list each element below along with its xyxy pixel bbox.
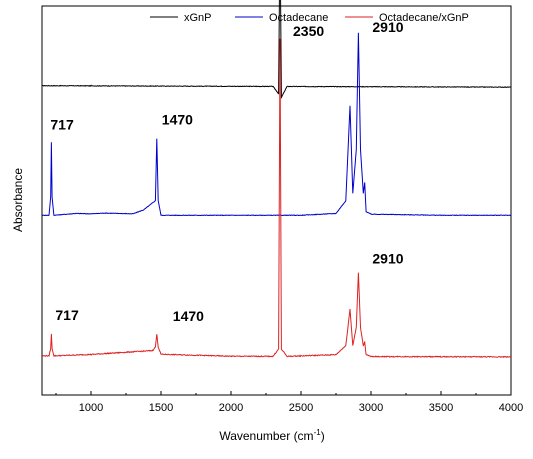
x-axis-ticks: 1000 1500 2000 2500 3000 3500 4000 — [55, 391, 523, 414]
peak-label-1470: 1470 — [162, 112, 193, 128]
series-line-octadecane-xgnp — [41, 38, 512, 359]
series-layer — [41, 0, 512, 359]
x-tick-label: 2500 — [289, 402, 313, 414]
x-tick-label: 2000 — [219, 402, 243, 414]
legend-label: Octadecane — [269, 12, 328, 24]
series-line-xgnp — [41, 0, 512, 100]
y-axis-title: Absorbance — [11, 168, 25, 232]
x-tick-label: 3500 — [429, 402, 453, 414]
x-axis-title: Wavenumber (cm-1) — [219, 428, 324, 443]
x-axis-title-close: ) — [321, 429, 325, 443]
peak-label-717: 717 — [50, 116, 74, 132]
peak-label-2910: 2910 — [372, 19, 403, 35]
peak-label-2350: 2350 — [293, 23, 324, 39]
x-axis-title-main: Wavenumber (cm — [219, 429, 313, 443]
peak-label-1470: 1470 — [173, 308, 204, 324]
x-axis-title-sup: -1 — [314, 428, 322, 437]
legend-label: xGnP — [184, 12, 212, 24]
x-tick-label: 1500 — [149, 402, 173, 414]
peak-label-717: 717 — [55, 307, 79, 323]
peak-annotations: 235071714702910235071714702910 — [50, 19, 403, 324]
peak-label-2910: 2910 — [372, 251, 403, 267]
series-line-octadecane — [41, 32, 512, 217]
x-tick-label: 3000 — [359, 402, 383, 414]
plot-frame — [41, 5, 512, 396]
x-tick-label: 4000 — [499, 402, 523, 414]
legend: xGnP Octadecane Octadecane/xGnP — [150, 12, 469, 24]
x-tick-label: 1000 — [79, 402, 103, 414]
legend-label: Octadecane/xGnP — [379, 12, 469, 24]
